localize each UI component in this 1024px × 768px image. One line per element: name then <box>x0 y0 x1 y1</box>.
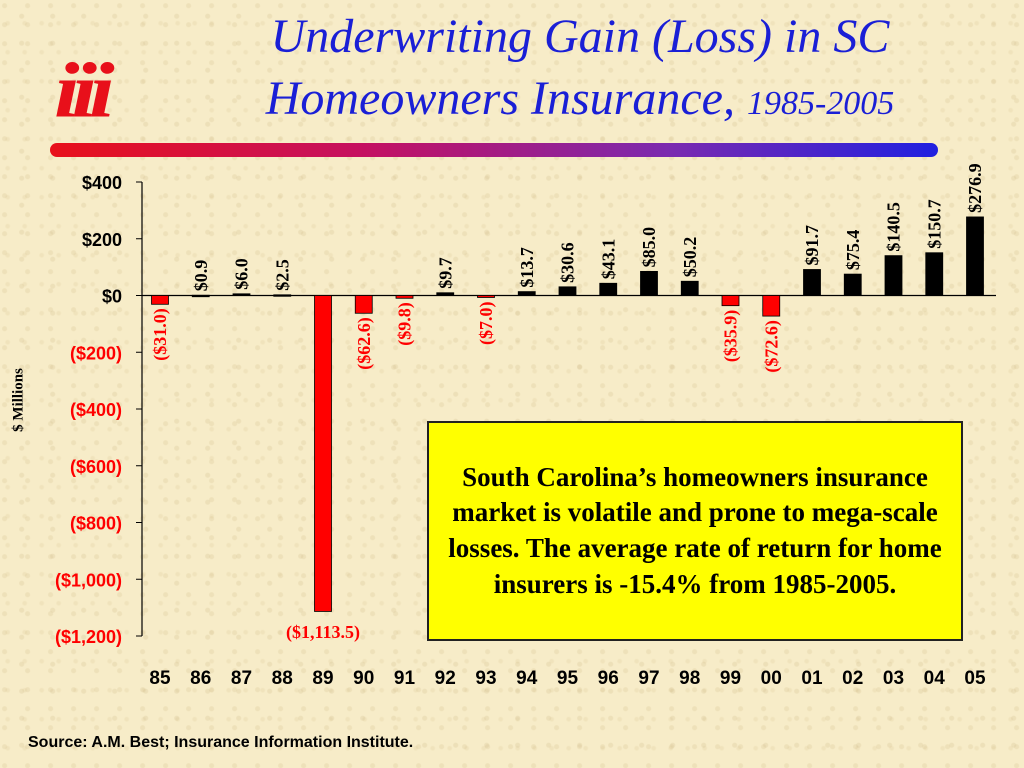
data-label-00: ($72.6) <box>761 320 782 373</box>
data-label-97: $85.0 <box>639 227 659 268</box>
data-label-86: $0.9 <box>191 260 211 292</box>
x-tick-label: 97 <box>638 668 659 689</box>
y-tick-label: ($1,000) <box>55 570 122 590</box>
x-tick-label: 88 <box>272 668 293 689</box>
title-main: Homeowners Insurance, <box>265 72 735 125</box>
data-label-04: $150.7 <box>924 199 944 249</box>
data-label-99: ($35.9) <box>721 310 742 363</box>
bar-96 <box>599 282 618 296</box>
data-label-03: $140.5 <box>884 202 904 252</box>
x-tick-label: 92 <box>435 668 456 689</box>
data-label-02: $75.4 <box>843 230 863 271</box>
data-label-94: $13.7 <box>517 247 537 288</box>
x-tick-label: 87 <box>231 668 252 689</box>
x-tick-label: 98 <box>679 668 700 689</box>
x-tick-label: 93 <box>475 668 496 689</box>
x-tick-label: 89 <box>312 668 333 689</box>
chart-title-line2: Homeowners Insurance, 1985-2005 <box>150 72 1010 125</box>
x-tick-label: 95 <box>557 668 579 689</box>
x-tick-label: 94 <box>516 668 538 689</box>
title-divider <box>50 143 938 157</box>
data-label-98: $50.2 <box>680 237 700 278</box>
bar-85 <box>151 295 169 305</box>
chart-title-line1: Underwriting Gain (Loss) in SC <box>270 10 890 63</box>
bar-98 <box>680 280 699 296</box>
callout-box: South Carolina’s homeowners insurance ma… <box>427 421 963 641</box>
bar-00 <box>762 295 781 317</box>
y-tick-label: ($800) <box>70 514 122 534</box>
x-tick-label: 00 <box>761 668 782 689</box>
x-tick-label: 85 <box>149 668 171 689</box>
bar-92 <box>436 292 455 296</box>
bar-89 <box>314 295 332 612</box>
y-tick-label: $200 <box>82 230 122 250</box>
data-label-85: ($31.0) <box>150 308 171 361</box>
data-label-88: $2.5 <box>272 259 292 291</box>
x-tick-label: 90 <box>353 668 374 689</box>
y-tick-label: $400 <box>82 173 122 193</box>
x-tick-label: 04 <box>924 668 946 689</box>
y-tick-label: ($600) <box>70 457 122 477</box>
x-tick-label: 96 <box>598 668 619 689</box>
data-label-93: ($7.0) <box>476 301 497 345</box>
y-axis-title: $ Millions <box>10 368 27 432</box>
iii-logo: iii <box>54 46 115 134</box>
bar-99 <box>721 295 740 307</box>
y-tick-label: ($400) <box>70 400 122 420</box>
y-tick-label: ($200) <box>70 343 122 363</box>
bar-90 <box>354 295 373 314</box>
bar-97 <box>640 270 658 296</box>
data-label-05: $276.9 <box>965 163 985 213</box>
x-tick-label: 01 <box>801 668 823 689</box>
bar-87 <box>232 293 251 296</box>
y-tick-label: ($1,200) <box>55 627 122 647</box>
bar-86 <box>191 294 210 298</box>
x-tick-label: 91 <box>394 668 416 689</box>
bar-04 <box>925 252 944 296</box>
x-tick-label: 03 <box>883 668 904 689</box>
data-label-90: ($62.6) <box>354 317 375 370</box>
bar-93 <box>477 295 495 298</box>
data-label-87: $6.0 <box>232 258 252 290</box>
source-note: Source: A.M. Best; Insurance Information… <box>28 734 414 751</box>
data-label-96: $43.1 <box>598 239 618 280</box>
title-years: 1985-2005 <box>746 85 895 122</box>
bar-94 <box>517 291 536 296</box>
x-tick-label: 05 <box>964 668 986 689</box>
x-tick-label: 86 <box>190 668 211 689</box>
data-label-91: ($9.8) <box>395 302 416 346</box>
bar-95 <box>558 286 577 296</box>
bar-03 <box>884 255 903 296</box>
bar-01 <box>803 269 821 296</box>
data-label-92: $9.7 <box>435 257 455 289</box>
x-tick-label: 02 <box>842 668 863 689</box>
bar-91 <box>395 295 414 299</box>
y-tick-label: $0 <box>102 287 122 307</box>
bar-02 <box>843 273 862 296</box>
bar-88 <box>273 294 292 297</box>
x-tick-label: 99 <box>720 668 741 689</box>
data-label-89: ($1,113.5) <box>286 622 360 643</box>
data-label-01: $91.7 <box>802 225 822 266</box>
bar-05 <box>966 216 984 296</box>
data-label-95: $30.6 <box>558 242 578 283</box>
